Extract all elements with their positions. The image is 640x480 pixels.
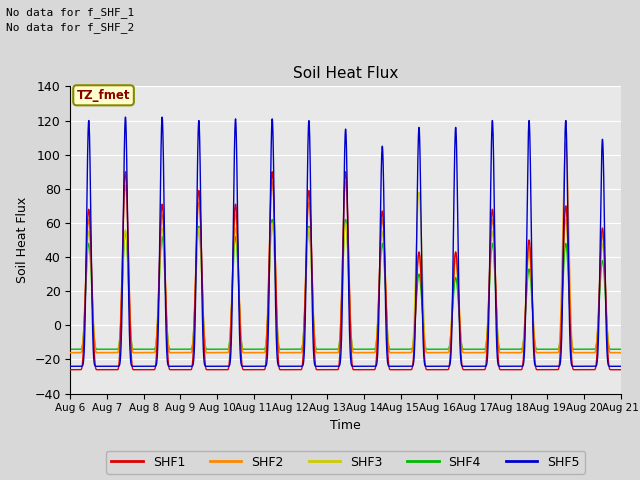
SHF2 <box>562 140 570 145</box>
SHF1 <box>616 367 624 372</box>
X-axis label: Time: Time <box>330 419 361 432</box>
SHF4 <box>67 347 74 352</box>
SHF5 <box>616 363 624 369</box>
Text: No data for f_SHF_2: No data for f_SHF_2 <box>6 22 134 33</box>
SHF5 <box>438 363 446 369</box>
SHF3 <box>469 350 477 356</box>
Y-axis label: Soil Heat Flux: Soil Heat Flux <box>16 197 29 283</box>
Text: TZ_fmet: TZ_fmet <box>77 89 131 102</box>
SHF3 <box>67 350 74 356</box>
SHF1 <box>500 367 508 372</box>
SHF2 <box>438 350 446 356</box>
SHF4 <box>166 346 173 351</box>
SHF1 <box>325 367 333 372</box>
SHF2 <box>500 350 508 356</box>
SHF5 <box>122 114 129 120</box>
SHF2 <box>67 350 74 356</box>
Line: SHF4: SHF4 <box>70 219 621 349</box>
SHF4 <box>469 347 477 352</box>
SHF5 <box>325 363 333 369</box>
Title: Soil Heat Flux: Soil Heat Flux <box>293 66 398 81</box>
SHF4 <box>617 347 625 352</box>
SHF3 <box>166 349 173 355</box>
SHF5 <box>469 363 477 369</box>
Line: SHF5: SHF5 <box>70 117 621 366</box>
SHF5 <box>166 363 173 369</box>
SHF3 <box>617 350 625 356</box>
Line: SHF1: SHF1 <box>70 172 621 370</box>
SHF1 <box>122 169 129 175</box>
SHF3 <box>616 350 624 356</box>
SHF4 <box>616 347 624 352</box>
Line: SHF2: SHF2 <box>70 143 621 353</box>
SHF1 <box>438 367 446 372</box>
SHF4 <box>268 216 276 222</box>
SHF4 <box>438 347 446 352</box>
SHF2 <box>617 350 625 356</box>
SHF4 <box>500 347 508 352</box>
Text: No data for f_SHF_1: No data for f_SHF_1 <box>6 7 134 18</box>
SHF3 <box>415 189 423 195</box>
SHF1 <box>469 367 477 372</box>
SHF5 <box>617 363 625 369</box>
SHF2 <box>166 349 173 355</box>
Legend: SHF1, SHF2, SHF3, SHF4, SHF5: SHF1, SHF2, SHF3, SHF4, SHF5 <box>106 451 585 474</box>
SHF5 <box>500 363 508 369</box>
SHF1 <box>166 366 173 372</box>
SHF3 <box>325 350 333 356</box>
SHF2 <box>469 350 477 356</box>
SHF3 <box>500 350 508 356</box>
SHF1 <box>617 367 625 372</box>
SHF2 <box>325 350 333 356</box>
SHF1 <box>67 367 74 372</box>
SHF5 <box>67 363 74 369</box>
SHF4 <box>325 347 333 352</box>
SHF3 <box>438 350 446 356</box>
SHF2 <box>616 350 624 356</box>
Line: SHF3: SHF3 <box>70 192 621 353</box>
